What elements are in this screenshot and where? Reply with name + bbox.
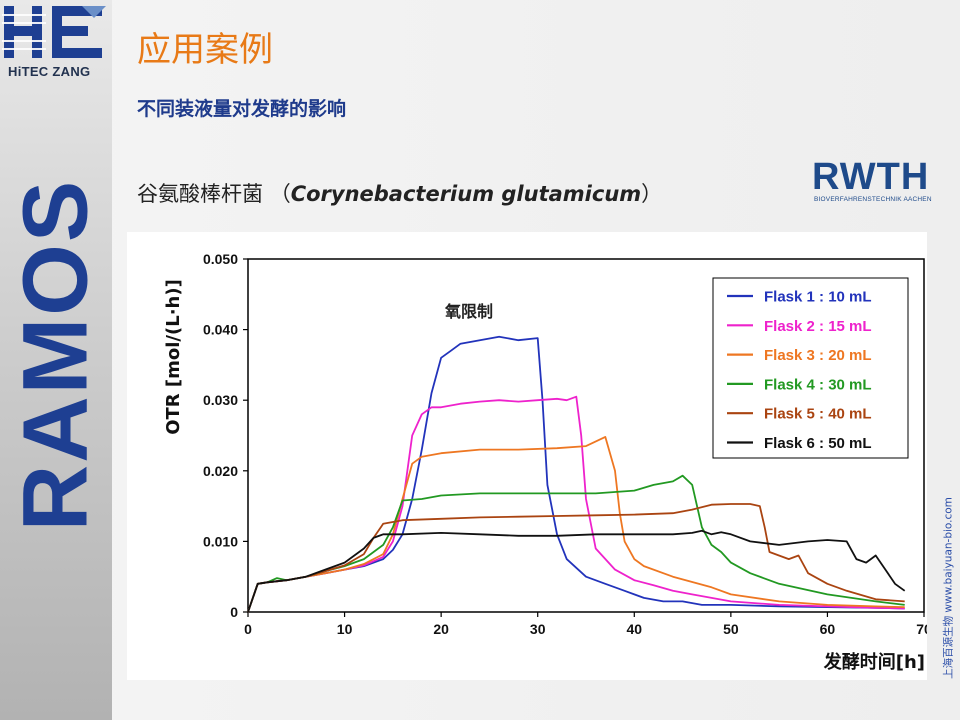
x-tick-label: 70 bbox=[916, 621, 927, 637]
y-tick-label: 0.020 bbox=[203, 463, 238, 479]
x-tick-label: 60 bbox=[820, 621, 836, 637]
chart-legend: Flask 1 : 10 mL Flask 2 : 15 mL Flask 3 : … bbox=[712, 277, 909, 459]
hitec-logo-mark-icon bbox=[2, 6, 106, 58]
vertical-credit-text: 上海百源生物 www.baiyuan-bio.com bbox=[942, 497, 955, 679]
legend-label: Flask 4 : 30 mL bbox=[764, 376, 872, 393]
x-tick-label: 40 bbox=[626, 621, 642, 637]
x-tick-label: 30 bbox=[530, 621, 546, 637]
y-axis-label: OTR [mol/(L·h)] bbox=[163, 279, 184, 435]
series-line-flask-3 bbox=[247, 435, 905, 613]
y-tick-label: 0.050 bbox=[203, 251, 238, 267]
ramos-product-name: RAMOS bbox=[4, 178, 107, 532]
plot-frame bbox=[247, 258, 925, 613]
x-axis-ticks: 0 10 20 30 40 50 60 70 bbox=[244, 612, 932, 637]
y-tick-label: 0.010 bbox=[203, 533, 238, 549]
organism-latin: Corynebacterium glutamicum bbox=[290, 182, 642, 206]
legend-label: Flask 6 : 50 mL bbox=[764, 435, 872, 452]
x-axis-label: 发酵时间[h] bbox=[823, 651, 925, 673]
organism-line: 谷氨酸棒杆菌 （Corynebacterium glutamicum） bbox=[137, 178, 662, 208]
chart-panel: 0 0.010 0.020 0.030 0.040 0.050 0 10 20 30 40 50 60… bbox=[127, 232, 932, 680]
series-line-flask-6 bbox=[247, 529, 906, 613]
legend-label: Flask 2 : 15 mL bbox=[764, 318, 872, 335]
oxygen-limitation-annotation: 氧限制 bbox=[444, 302, 493, 321]
legend-box bbox=[712, 277, 909, 459]
x-tick-label: 20 bbox=[433, 621, 449, 637]
x-tick-label: 50 bbox=[723, 621, 739, 637]
x-tick-label: 0 bbox=[244, 621, 252, 637]
sidebar: HiTEC ZANG RAMOS bbox=[0, 0, 112, 720]
open-paren: （ bbox=[269, 182, 291, 206]
rwth-logo: RWTH BIOVERFAHRENSTECHNIK AACHEN bbox=[812, 156, 952, 206]
y-axis-ticks: 0 0.010 0.020 0.030 0.040 0.050 bbox=[203, 251, 248, 620]
rwth-logo-subtext: BIOVERFAHRENSTECHNIK AACHEN bbox=[814, 196, 932, 203]
legend-label: Flask 5 : 40 mL bbox=[764, 406, 872, 423]
legend-label: Flask 1 : 10 mL bbox=[764, 289, 872, 306]
y-tick-label: 0 bbox=[230, 604, 238, 620]
otr-line-chart: 0 0.010 0.020 0.030 0.040 0.050 0 10 20 30 40 50 60… bbox=[163, 251, 932, 673]
company-logo-text: HiTEC ZANG bbox=[8, 64, 91, 79]
slide-subtitle: 不同装液量对发酵的影响 bbox=[137, 98, 347, 120]
organism-cn: 谷氨酸棒杆菌 bbox=[137, 182, 263, 206]
series-line-flask-5 bbox=[247, 503, 905, 613]
y-tick-label: 0.030 bbox=[203, 392, 238, 408]
y-tick-label: 0.040 bbox=[203, 322, 238, 338]
rwth-logo-text: RWTH bbox=[812, 156, 930, 198]
x-tick-label: 10 bbox=[337, 621, 353, 637]
close-paren: ） bbox=[641, 182, 663, 206]
plot-border bbox=[247, 258, 925, 613]
series-line-flask-4 bbox=[247, 474, 905, 613]
series-lines bbox=[247, 335, 906, 613]
legend-label: Flask 3 : 20 mL bbox=[764, 347, 872, 364]
hitec-zang-logo: HiTEC ZANG bbox=[2, 2, 108, 80]
slide-title: 应用案例 bbox=[137, 30, 273, 70]
